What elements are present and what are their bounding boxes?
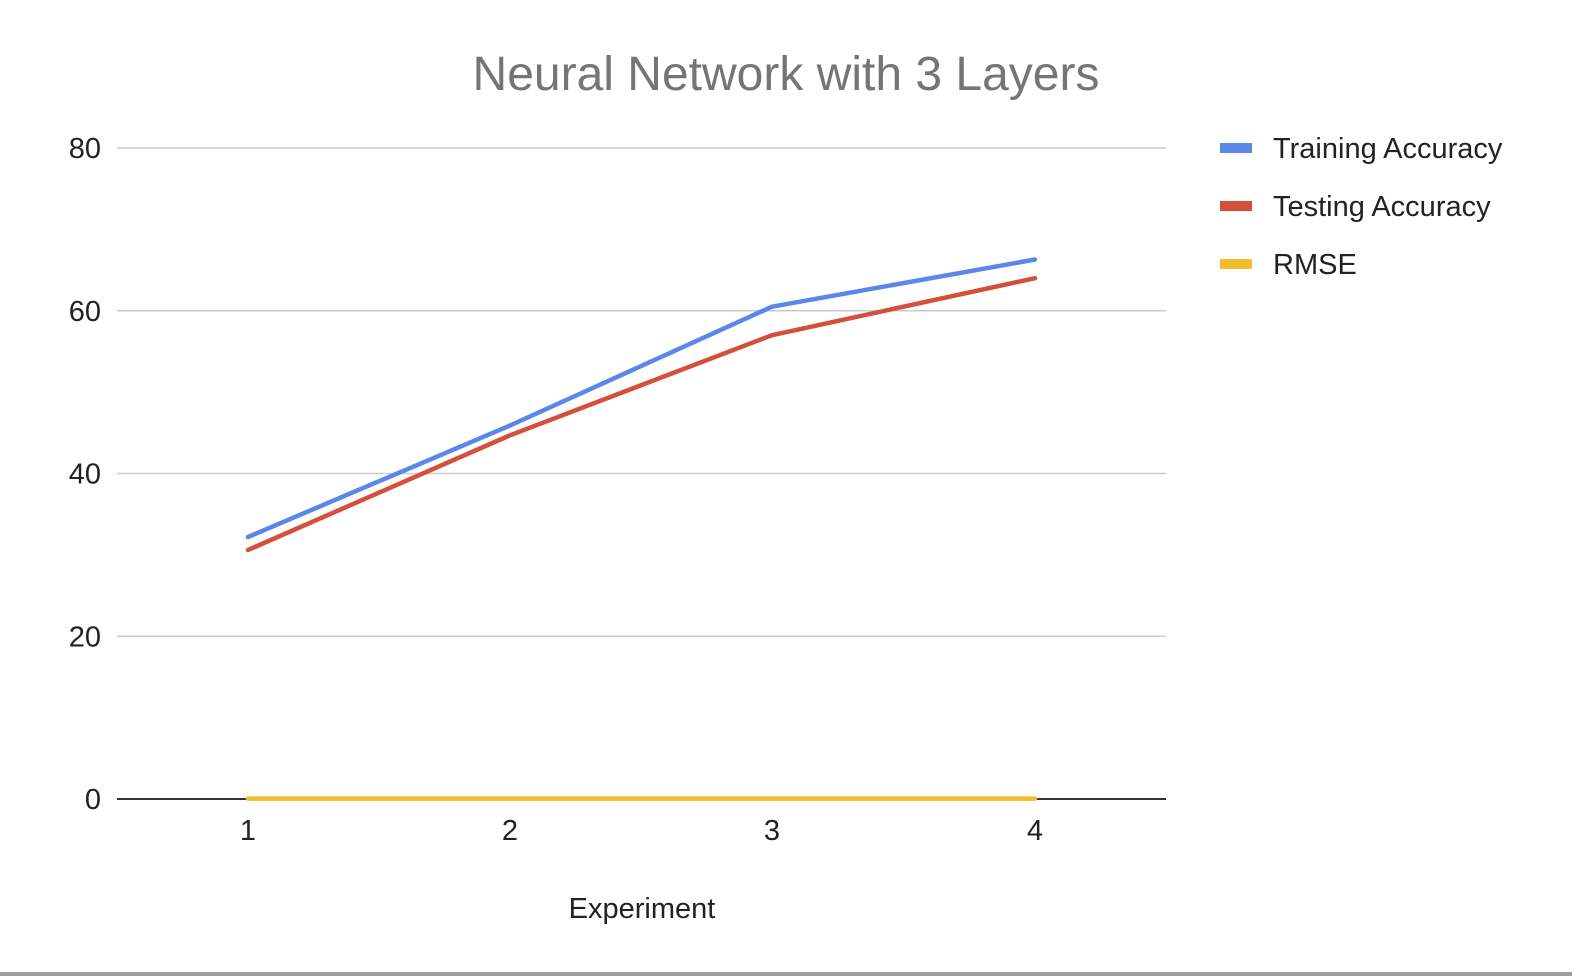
series-line-testing-accuracy (245, 275, 1038, 553)
y-tick-label: 20 (69, 621, 101, 653)
x-tick-label: 4 (1027, 815, 1043, 847)
legend-label-rmse: RMSE (1273, 249, 1357, 281)
series-line-training-accuracy (245, 257, 1038, 540)
y-tick-label: 40 (69, 459, 101, 491)
legend: Training Accuracy Testing Accuracy RMSE (1220, 133, 1503, 281)
y-axis-ticks: 0 20 40 60 80 (69, 133, 101, 816)
series-lines (245, 257, 1038, 801)
gridlines (117, 147, 1166, 800)
chart-title: Neural Network with 3 Layers (473, 48, 1100, 101)
legend-label-training-accuracy: Training Accuracy (1273, 133, 1503, 165)
legend-swatch-rmse (1220, 259, 1252, 269)
x-tick-label: 1 (240, 815, 256, 847)
y-tick-label: 80 (69, 133, 101, 165)
bottom-border (0, 972, 1572, 976)
x-axis-ticks: 1 2 3 4 (240, 815, 1043, 847)
legend-swatch-training-accuracy (1220, 143, 1252, 153)
y-tick-label: 0 (85, 784, 101, 816)
y-tick-label: 60 (69, 296, 101, 328)
x-tick-label: 3 (764, 815, 780, 847)
x-tick-label: 2 (502, 815, 518, 847)
x-axis-label: Experiment (569, 893, 716, 925)
legend-swatch-testing-accuracy (1220, 201, 1252, 211)
legend-label-testing-accuracy: Testing Accuracy (1273, 191, 1491, 223)
